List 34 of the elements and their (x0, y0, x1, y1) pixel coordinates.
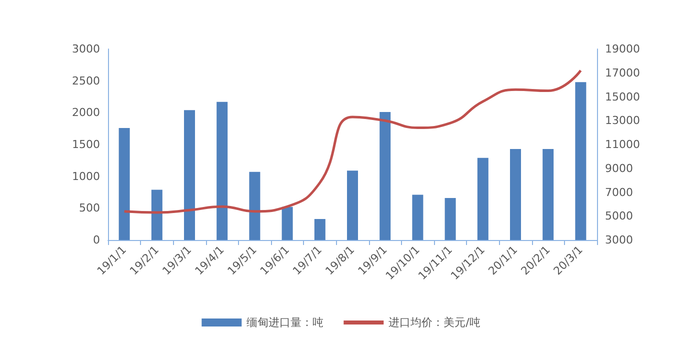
line-series (123, 69, 582, 214)
bar (412, 194, 424, 240)
bar (477, 158, 488, 240)
bar (444, 198, 456, 240)
y-tick-label: 2500 (72, 74, 100, 88)
bar (184, 110, 195, 240)
bar (216, 102, 228, 240)
y-tick-label: 2000 (72, 106, 100, 120)
bar (510, 148, 521, 240)
legend-label: 进口均价：美元/吨 (388, 316, 480, 329)
bar (314, 218, 326, 240)
y-tick-label: 1500 (72, 138, 100, 151)
bar (118, 128, 130, 240)
y-tick-label: 3000 (72, 42, 100, 56)
bar (347, 170, 358, 240)
bar (575, 82, 586, 240)
y2-tick-label: 11000 (605, 138, 640, 151)
bar (249, 172, 260, 240)
y-tick-label: 500 (79, 202, 100, 215)
bar (380, 112, 391, 240)
y2-tick-label: 13000 (605, 114, 640, 128)
bar (282, 206, 293, 240)
y2-tick-label: 19000 (605, 42, 640, 56)
y2-tick-label: 15000 (605, 90, 640, 104)
y2-tick-label: 3000 (605, 234, 633, 246)
y-tick-label: 1000 (72, 170, 100, 183)
y-tick-label: 0 (93, 234, 100, 246)
y2-tick-label: 9000 (605, 162, 633, 175)
legend-label: 缅甸进口量：吨 (246, 316, 324, 329)
bar (542, 148, 554, 240)
y2-tick-label: 5000 (605, 210, 633, 223)
y2-tick-label: 7000 (605, 186, 633, 199)
bar (151, 190, 162, 240)
y2-tick-label: 17000 (605, 66, 640, 80)
